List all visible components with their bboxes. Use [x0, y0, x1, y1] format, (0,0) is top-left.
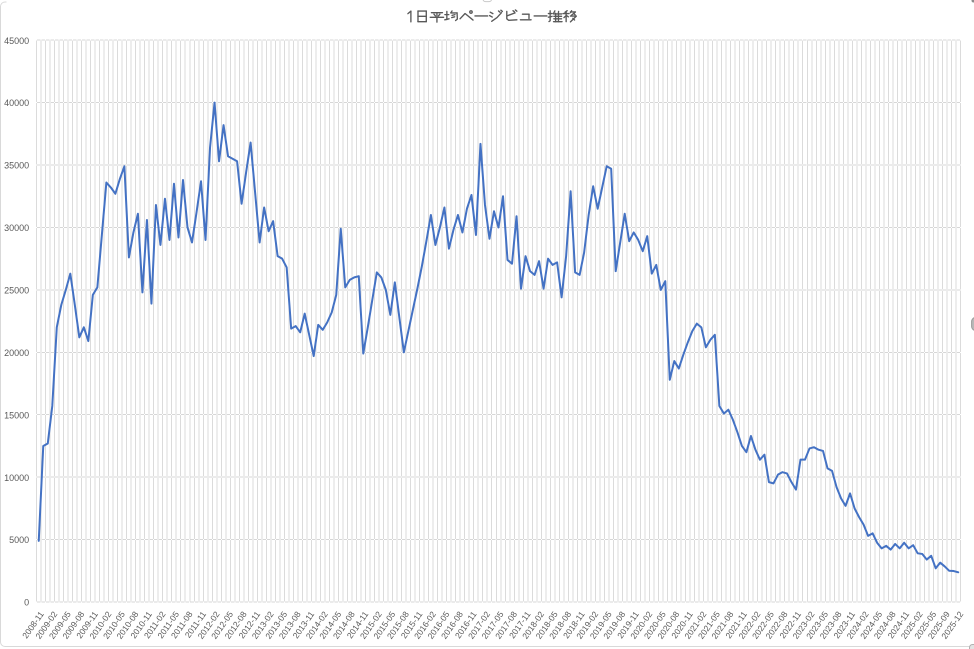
svg-text:40000: 40000 — [4, 98, 29, 108]
svg-text:5000: 5000 — [9, 535, 29, 545]
svg-text:20000: 20000 — [4, 348, 29, 358]
svg-text:45000: 45000 — [4, 36, 29, 46]
svg-text:15000: 15000 — [4, 410, 29, 420]
svg-text:30000: 30000 — [4, 223, 29, 233]
svg-text:35000: 35000 — [4, 161, 29, 171]
svg-text:25000: 25000 — [4, 285, 29, 295]
svg-text:0: 0 — [24, 598, 29, 608]
svg-text:10000: 10000 — [4, 473, 29, 483]
